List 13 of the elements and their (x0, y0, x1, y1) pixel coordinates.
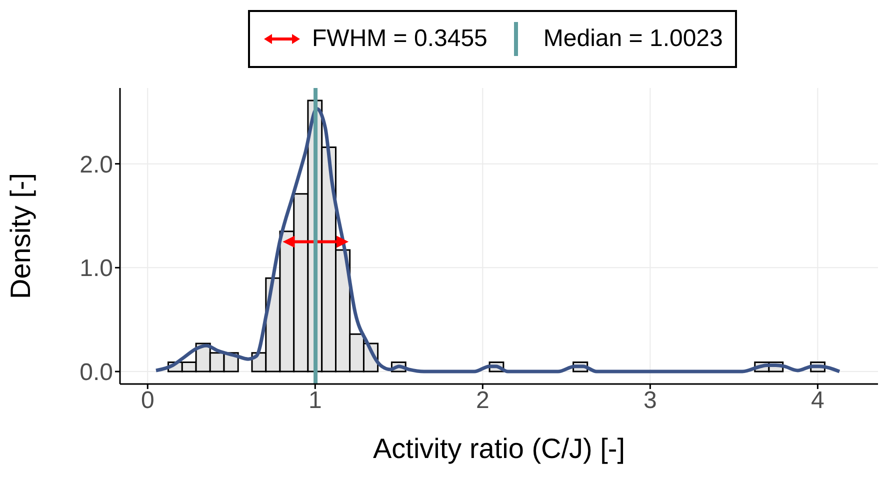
x-tick-label: 4 (811, 387, 824, 414)
y-tick-label: 2.0 (80, 151, 113, 178)
x-axis-title: Activity ratio (C/J) [-] (372, 433, 626, 464)
x-tick-label: 3 (644, 387, 657, 414)
y-axis-title: Density [-] (4, 172, 36, 300)
y-tick-label: 0.0 (80, 359, 113, 386)
x-tick-label: 0 (140, 387, 154, 414)
line-series (154, 107, 842, 374)
legend-label: FWHM = 0.3455 (312, 25, 488, 53)
x-tick-label: 1 (308, 387, 322, 414)
x-tick-label: 2 (476, 387, 490, 414)
legend-label: Median = 1.0023 (543, 25, 723, 53)
y-tick-label: 1.0 (80, 255, 113, 282)
